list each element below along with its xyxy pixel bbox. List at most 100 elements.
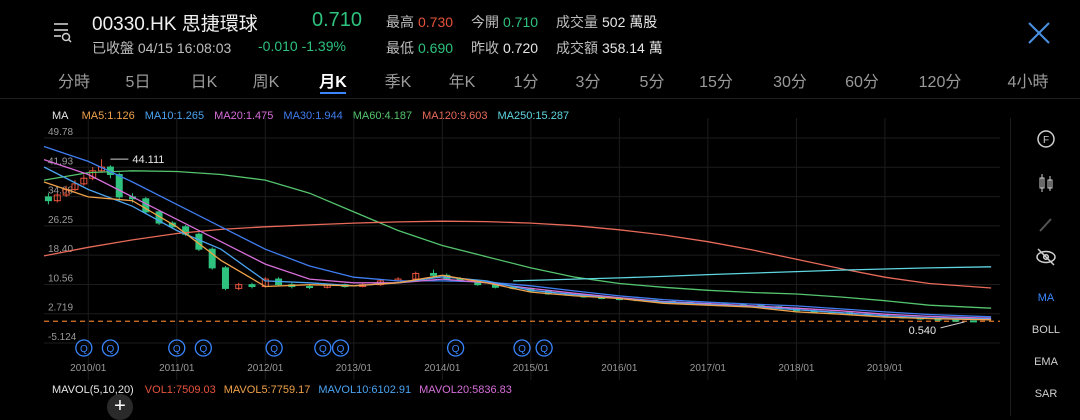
stat-volume-label: 成交量 [556,14,598,30]
stat-low-label: 最低 [386,40,414,56]
y-tick-label: 26.25 [48,215,73,226]
candle-body [71,183,79,190]
tab-8[interactable]: 3分 [575,74,601,91]
candle-body [115,174,123,198]
price-chart[interactable]: 49.78 41.93 34.08 26.25 18.40 10.56 2.719 -5.12… [0,118,1010,384]
candle-body [429,272,437,276]
ma-line-ma20 [43,158,992,319]
x-tick-label: 2016/01 [601,363,638,374]
period-tabs: 分時 5日 日K 周K 月K 季K 年K 1分 3分 5分 15分 30分 60分 120分 4小時 [0,64,1080,94]
svg-text:F: F [1043,135,1049,146]
stat-open-label: 今開 [471,14,499,30]
ma-legend-item: MA30:1.944 [283,110,343,122]
menu-search-icon[interactable] [52,20,74,46]
indicator-boll[interactable]: BOLL [1031,324,1061,336]
tab-3[interactable]: 周K [252,74,280,91]
ma-line-ma250 [513,266,992,282]
indicator-ma[interactable]: MA [1037,292,1055,304]
x-tick-label: 2011/01 [159,363,195,374]
tab-5[interactable]: 季K [384,74,412,91]
tab-7[interactable]: 1分 [513,74,539,91]
stat-prev-close-label: 昨收 [471,40,499,56]
low-annotation: 0.540 [909,325,937,337]
event-marker-q [535,339,553,357]
event-marker-q [331,339,350,357]
price-change: -0.010 -1.39% [258,38,346,54]
indicator-sar[interactable]: SAR [1034,388,1058,400]
ma-legend-item: MA60:4.187 [352,110,413,122]
event-marker-q [314,339,332,357]
event-marker-q [75,339,93,357]
candle-body [80,177,88,185]
stat-high-label: 最高 [386,14,414,30]
tab-11[interactable]: 30分 [773,74,807,91]
y-tick-label: 18.40 [48,244,73,255]
ma-line-ma60 [43,170,992,309]
tab-14[interactable]: 4小時 [1007,74,1049,91]
tab-13[interactable]: 120分 [918,74,962,91]
tab-12[interactable]: 60分 [845,74,879,91]
candle-style-icon[interactable] [1011,172,1080,197]
candle-body [248,284,256,288]
event-marker-label: Q [337,344,345,355]
x-tick-label: 2010/01 [70,363,107,374]
x-tick-label: 2015/01 [513,363,550,374]
add-indicator-button[interactable]: + [107,394,133,420]
mavol-legend-item: MAVOL5:7759.17 [223,384,311,396]
stat-volume: 成交量 502 萬股 [556,12,657,32]
market-status: 已收盤 04/15 16:08:03 [92,40,232,56]
stat-turnover-value: 358.14 萬 [602,40,663,56]
stat-prev-close-value: 0.720 [503,40,539,56]
tab-1[interactable]: 5日 [125,74,151,91]
y-tick-label: -5.124 [48,332,77,343]
event-marker-label: Q [452,344,460,355]
event-marker-label: Q [319,344,327,355]
mavol-legend: MAVOL(5,10,20) VOL1:7509.03 MAVOL5:7759.1… [52,384,520,396]
active-tab-indicator [320,92,346,94]
event-marker-q [513,339,531,357]
event-marker-q [168,339,186,357]
drawing-f-icon[interactable]: F [1011,128,1080,153]
mavol-legend-item: VOL1:7509.03 [144,384,216,396]
annotation-leader [940,321,965,329]
y-tick-label: 34.08 [48,186,73,197]
event-marker-label: Q [199,344,207,355]
tab-6[interactable]: 年K [448,74,476,91]
candle-body [208,248,216,269]
stat-low: 最低 0.690 [386,38,453,58]
event-marker-q [101,339,120,357]
pencil-icon[interactable] [1011,214,1080,239]
stat-high: 最高 0.730 [386,12,453,32]
hide-eye-icon[interactable] [1011,246,1080,271]
event-marker-label: Q [518,344,526,355]
ma-legend: MA MA5:1.126 MA10:1.265 MA20:1.475 MA30:1.9… [52,110,579,122]
x-tick-label: 2013/01 [336,363,373,374]
x-tick-label: 2017/01 [690,363,727,374]
y-tick-label: 41.93 [48,156,73,167]
mavol-title: MAVOL(5,10,20) [52,384,134,396]
event-marker-q [265,339,283,357]
indicator-ema[interactable]: EMA [1034,356,1058,368]
tab-4[interactable]: 月K [319,74,347,91]
x-tick-label: 2014/01 [424,363,461,374]
tab-0[interactable]: 分時 [57,74,91,91]
ma-legend-item: MA120:9.603 [422,110,488,122]
ma-legend-item: MA10:1.265 [144,110,205,122]
candle-body [306,286,314,289]
candle-body [53,194,61,202]
tab-10[interactable]: 15分 [699,74,733,91]
tab-2[interactable]: 日K [190,74,218,91]
stat-open-value: 0.710 [503,14,539,30]
y-tick-label: 2.719 [48,303,73,314]
candle-body [221,267,229,289]
tab-9[interactable]: 5分 [639,74,665,91]
close-icon[interactable] [1024,18,1054,48]
event-marker-label: Q [173,344,181,355]
ma-legend-item: MA250:15.287 [497,110,570,122]
high-annotation: 44.111 [132,154,164,166]
candle-body [235,284,243,289]
stat-prev-close: 昨收 0.720 [471,38,538,58]
stat-open: 今開 0.710 [471,12,538,32]
stat-turnover-label: 成交額 [556,40,598,56]
event-marker-label: Q [80,344,88,355]
